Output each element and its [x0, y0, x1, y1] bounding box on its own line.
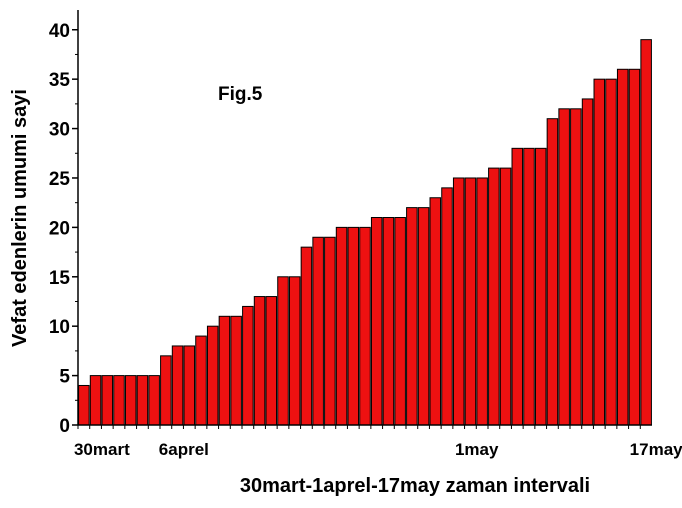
bar: [417, 207, 430, 426]
y-tick-label: 10: [49, 317, 70, 338]
bar: [370, 217, 383, 426]
y-tick-label: 5: [59, 367, 70, 388]
bar: [183, 345, 196, 426]
bar: [452, 177, 465, 426]
bar: [89, 375, 102, 426]
bar: [546, 118, 559, 426]
bar: [359, 226, 371, 426]
x-tick-label: 1may: [455, 440, 499, 459]
bar: [206, 325, 219, 426]
bar: [570, 108, 582, 426]
bar: [265, 296, 278, 426]
bar: [300, 246, 313, 426]
y-tick-label: 15: [49, 268, 71, 289]
bar: [347, 226, 360, 426]
bar: [441, 187, 453, 426]
x-tick-label: 6aprel: [159, 440, 209, 459]
bar: [464, 177, 477, 426]
bar: [605, 78, 617, 426]
bar: [324, 236, 336, 426]
x-tick-label: 30mart: [74, 440, 130, 459]
bar: [581, 98, 594, 426]
bar: [616, 68, 629, 426]
bar: [171, 345, 184, 426]
y-tick-label: 25: [49, 169, 71, 190]
chart-title: Fig.5: [218, 84, 263, 105]
bar: [242, 305, 254, 426]
bar: [499, 167, 512, 426]
bar: [511, 147, 524, 426]
bar: [628, 68, 641, 426]
bar: [101, 375, 114, 426]
bar: [230, 315, 242, 426]
bar: [312, 236, 324, 426]
bar: [124, 375, 137, 426]
x-tick-label: 17may: [630, 440, 682, 459]
bar: [534, 147, 547, 426]
y-tick-label: 35: [49, 70, 71, 91]
y-tick-label: 0: [59, 416, 70, 437]
bar: [382, 217, 395, 426]
y-axis-label: Vefat edenlerin umumi sayi: [9, 89, 31, 347]
y-tick-label: 30: [49, 120, 70, 141]
bar: [288, 276, 301, 426]
bar: [394, 217, 406, 426]
bar: [195, 335, 207, 426]
bar: [593, 78, 606, 426]
bar: [429, 197, 442, 426]
bar: [406, 207, 418, 426]
bar: [488, 167, 500, 426]
y-tick-label: 40: [49, 21, 70, 42]
bar: [640, 39, 652, 426]
bar: [78, 384, 90, 426]
bar: [148, 375, 160, 426]
y-tick-label: 20: [49, 218, 70, 239]
x-axis-label: 30mart-1aprel-17may zaman intervali: [240, 475, 590, 497]
bar: [113, 375, 125, 426]
bar: [253, 296, 266, 426]
bar: [558, 108, 570, 426]
bar: [335, 226, 348, 426]
bar: [523, 147, 535, 426]
bar: [136, 375, 149, 426]
bar: [160, 355, 172, 426]
bar: [277, 276, 289, 426]
bar: [218, 315, 231, 426]
bar: [476, 177, 488, 426]
